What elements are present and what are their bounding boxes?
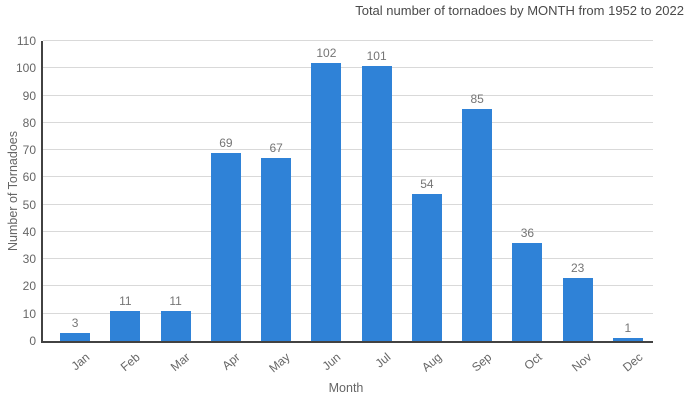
bar-sep [462, 109, 493, 341]
bar-slot-dec: 1 [603, 41, 653, 341]
gridline-40 [43, 230, 653, 232]
value-label-apr: 69 [219, 135, 233, 150]
gridline-60 [43, 176, 653, 178]
bar-apr [210, 152, 241, 341]
bar-mar [160, 311, 191, 341]
bar-slot-jul: 101 [352, 41, 402, 341]
plot-area: 3 11 11 69 67 102 101 54 85 36 23 1 [41, 40, 653, 343]
x-tick-slot-may: May [249, 345, 299, 387]
bar-jun [311, 62, 342, 341]
y-tick-label-40: 40 [22, 224, 36, 239]
x-axis-title: Month [328, 381, 364, 395]
y-tick-label-110: 110 [16, 34, 36, 48]
value-label-jun: 102 [316, 45, 337, 60]
x-tick-slot-aug: Aug [400, 345, 450, 387]
value-label-nov: 23 [570, 261, 585, 276]
x-tick-slot-sep: Sep [450, 345, 500, 387]
y-tick-label-20: 20 [22, 279, 36, 294]
y-tick-label-60: 60 [22, 170, 36, 185]
bar-aug [411, 193, 442, 341]
bar-dec [612, 338, 643, 341]
gridline-110 [43, 40, 653, 41]
x-tick-label-may: May [266, 350, 294, 376]
x-tick-label-jul: Jul [372, 350, 394, 371]
x-tick-label-jan: Jan [68, 350, 93, 374]
bar-slot-jan: 3 [50, 41, 100, 341]
gridline-100 [43, 67, 653, 69]
x-tick-label-oct: Oct [521, 350, 545, 373]
value-label-mar: 11 [169, 294, 182, 308]
x-tick-slot-nov: Nov [551, 345, 601, 387]
value-label-sep: 85 [470, 92, 484, 107]
x-tick-slot-feb: Feb [98, 345, 148, 387]
x-tick-slot-mar: Mar [149, 345, 199, 387]
value-label-may: 67 [269, 141, 283, 156]
bar-slot-sep: 85 [452, 41, 502, 341]
x-tick-slot-jan: Jan [48, 345, 98, 387]
value-label-aug: 54 [420, 176, 434, 191]
y-tick-label-50: 50 [22, 197, 36, 212]
bar-slot-mar: 11 [151, 41, 201, 341]
y-tick-label-70: 70 [22, 143, 36, 158]
bar-may [261, 158, 292, 341]
bar-jul [361, 65, 392, 341]
x-tick-slot-oct: Oct [500, 345, 550, 387]
bar-slot-nov: 23 [553, 41, 603, 341]
x-tick-slot-apr: Apr [199, 345, 249, 387]
value-label-oct: 36 [520, 225, 535, 240]
y-tick-label-100: 100 [15, 61, 36, 76]
gridline-30 [43, 258, 653, 260]
gridline-20 [43, 285, 653, 287]
value-label-feb: 11 [119, 294, 132, 308]
bar-slot-jun: 102 [301, 41, 351, 341]
bar-nov [562, 278, 593, 341]
bar-slot-aug: 54 [402, 41, 452, 341]
value-label-jan: 3 [71, 315, 79, 330]
bar-feb [110, 311, 141, 341]
x-tick-label-nov: Nov [569, 350, 595, 375]
y-tick-label-90: 90 [22, 88, 36, 103]
x-tick-label-jun: Jun [319, 350, 344, 374]
bar-oct [512, 242, 543, 341]
gridline-80 [43, 121, 653, 123]
x-tick-label-sep: Sep [468, 350, 495, 375]
x-tick-label-feb: Feb [117, 350, 143, 375]
bar-slot-feb: 11 [100, 41, 150, 341]
x-tick-label-aug: Aug [418, 350, 444, 375]
bar-slot-oct: 36 [502, 41, 552, 341]
gridline-50 [43, 203, 653, 205]
value-label-jul: 101 [366, 48, 387, 63]
gridline-70 [43, 149, 653, 151]
y-axis-tick-labels: 0 10 20 30 40 50 60 70 80 90 100 110 [0, 34, 36, 348]
bars-container: 3 11 11 69 67 102 101 54 85 36 23 1 [50, 41, 653, 341]
bar-jan [60, 332, 91, 341]
x-tick-slot-dec: Dec [601, 345, 651, 387]
chart-title: Total number of tornadoes by MONTH from … [355, 3, 684, 18]
gridline-90 [43, 94, 653, 96]
x-tick-label-dec: Dec [619, 350, 645, 375]
y-tick-label-30: 30 [22, 252, 36, 267]
x-tick-label-apr: Apr [219, 350, 243, 373]
x-tick-label-mar: Mar [167, 350, 193, 375]
bar-slot-may: 67 [251, 41, 301, 341]
y-tick-label-10: 10 [22, 306, 36, 321]
gridline-10 [43, 312, 653, 314]
value-label-dec: 1 [624, 321, 632, 336]
bar-slot-apr: 69 [201, 41, 251, 341]
y-tick-label-0: 0 [29, 334, 36, 348]
y-tick-label-80: 80 [22, 115, 36, 130]
